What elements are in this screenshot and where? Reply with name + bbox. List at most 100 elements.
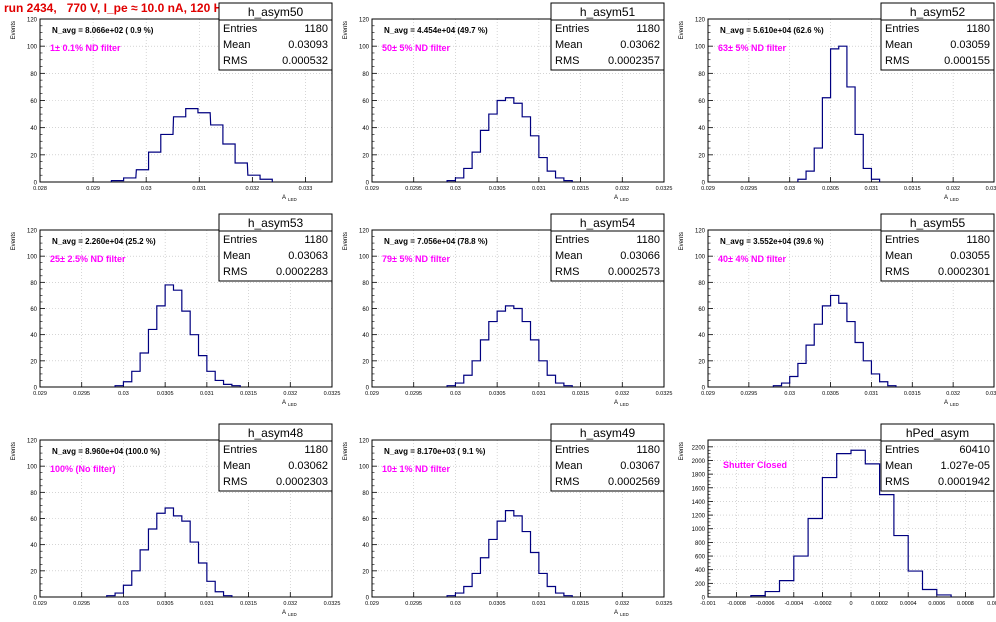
stats-label: Entries	[885, 23, 920, 35]
stats-value: 0.0002283	[276, 266, 328, 278]
x-tick-label: 0.032	[615, 601, 629, 607]
y-tick-label: 60	[30, 517, 37, 523]
histogram-bin	[173, 290, 181, 387]
x-tick-label: 0.03	[141, 186, 152, 192]
histogram-bin	[505, 98, 513, 182]
n-avg-label: N_avg = 8.066e+02 ( 0.9 %)	[52, 26, 154, 35]
x-tick-label: 0.031	[532, 186, 546, 192]
histogram-bin	[539, 573, 547, 597]
y-tick-label: 100	[359, 255, 370, 261]
y-tick-label: 40	[698, 333, 705, 339]
histogram-panel-h_asym50: 0 20 40 60 80 100 120 0.028 0.029 0.03 0.031 0.032 0…	[11, 2, 333, 202]
stats-title: h_asym50	[248, 5, 304, 19]
histogram-panel-h_asym51: 0 20 40 60 80 100 120 0.029 0.0295 0.03 0.0305 0.03…	[343, 2, 672, 202]
y-tick-label: 40	[30, 543, 37, 549]
histogram-bin	[780, 581, 794, 597]
y-tick-label: 40	[362, 333, 369, 339]
x-tick-label: 0.031	[200, 391, 214, 397]
histogram-panel-h_asym52: 0 20 40 60 80 100 120 0.029 0.0295 0.03 0.0305 0.03…	[679, 2, 996, 202]
histogram-line	[446, 97, 573, 182]
stats-value: 0.0002569	[608, 476, 660, 488]
histogram-line	[446, 510, 573, 597]
histogram-bin	[888, 386, 896, 387]
x-axis-title: A LED	[614, 610, 630, 617]
histogram-line	[446, 305, 573, 387]
histogram-bin	[564, 181, 572, 182]
stats-box	[550, 2, 665, 71]
y-tick-label: 0	[34, 181, 38, 187]
histogram-panel-h_asym55: 0 20 40 60 80 100 120 0.029 0.0295 0.03 0.0305 0.03…	[679, 213, 996, 407]
y-tick-label: 0	[702, 181, 706, 187]
histogram-bin	[186, 109, 198, 182]
stats-value: 0.0001942	[938, 476, 990, 488]
histogram-bin	[124, 178, 136, 182]
x-tick-label: 0.0315	[240, 391, 257, 397]
histogram-bin	[107, 596, 115, 597]
stats-title: h_asym54	[580, 216, 636, 230]
y-tick-label: 120	[27, 439, 38, 445]
histogram-bin	[847, 322, 855, 387]
y-tick-label: 1800	[692, 473, 706, 479]
y-tick-label: 40	[698, 126, 705, 132]
n-avg-label: N_avg = 7.056e+04 (78.8 %)	[384, 237, 488, 246]
histogram-bin	[847, 87, 855, 182]
stats-label: Mean	[885, 250, 913, 262]
stats-label: Entries	[555, 23, 590, 35]
y-tick-label: 20	[30, 569, 37, 575]
histogram-panel-h_asym53: 0 20 40 60 80 100 120 0.029 0.0295 0.03 0.0305 0.03…	[11, 213, 340, 407]
histogram-bin	[531, 136, 539, 182]
x-tick-label: 0.0315	[904, 186, 921, 192]
y-tick-label: 100	[359, 465, 370, 471]
y-tick-label: 2000	[692, 459, 706, 465]
stats-box	[550, 423, 665, 492]
histogram-bin	[472, 573, 480, 597]
histogram-bin	[235, 163, 247, 182]
stats-value: 1180	[304, 444, 328, 456]
histogram-bin	[790, 377, 798, 387]
histogram-bin	[871, 374, 879, 387]
x-tick-label: 0.0305	[822, 186, 839, 192]
y-tick-label: 100	[695, 255, 706, 261]
stats-title: hPed_asym	[906, 426, 969, 440]
histogram-panel-h_asym49: 0 20 40 60 80 100 120 0.029 0.0295 0.03 0.0305 0.03…	[343, 423, 672, 617]
x-axis-title: A LED	[282, 610, 298, 617]
x-axis-title: A LED	[282, 195, 298, 202]
x-tick-label: 0.0008	[957, 601, 974, 607]
stats-box	[550, 213, 665, 282]
stats-value: 1180	[636, 234, 660, 246]
histogram-bin	[814, 324, 822, 387]
stats-label: RMS	[223, 55, 247, 67]
x-tick-label: 0.032	[946, 186, 960, 192]
histogram-bin	[447, 386, 455, 387]
y-tick-label: 20	[362, 153, 369, 159]
y-tick-label: 20	[698, 359, 705, 365]
x-tick-label: 0.0295	[740, 391, 757, 397]
x-tick-label: 0.032	[615, 186, 629, 192]
histogram-bin	[806, 171, 814, 182]
y-tick-label: 100	[27, 255, 38, 261]
histogram-bin	[198, 113, 210, 182]
histogram-bin	[937, 595, 951, 597]
histogram-bin	[447, 596, 455, 597]
histogram-bin	[831, 49, 839, 182]
x-axis-title: A LED	[614, 195, 630, 202]
stats-value: 0.000155	[944, 55, 990, 67]
x-tick-label: 0.0305	[157, 391, 174, 397]
x-tick-label: 0.03	[450, 601, 461, 607]
stats-label: RMS	[555, 55, 579, 67]
histogram-bin	[556, 178, 564, 182]
histogram-bin	[556, 593, 564, 597]
y-tick-label: 60	[362, 307, 369, 313]
y-tick-label: 100	[359, 45, 370, 51]
x-tick-label: 0.032	[615, 391, 629, 397]
stats-value: 1.027e-05	[940, 460, 990, 472]
y-tick-label: 20	[30, 153, 37, 159]
stats-value: 0.0002573	[608, 266, 660, 278]
stats-value: 1180	[304, 234, 328, 246]
histogram-bin	[837, 454, 851, 597]
filter-label: 25± 2.5% ND filter	[50, 254, 126, 264]
stats-label: Entries	[555, 444, 590, 456]
histogram-line	[110, 108, 273, 182]
histogram-bin	[215, 592, 223, 597]
histogram-bin	[798, 363, 806, 387]
